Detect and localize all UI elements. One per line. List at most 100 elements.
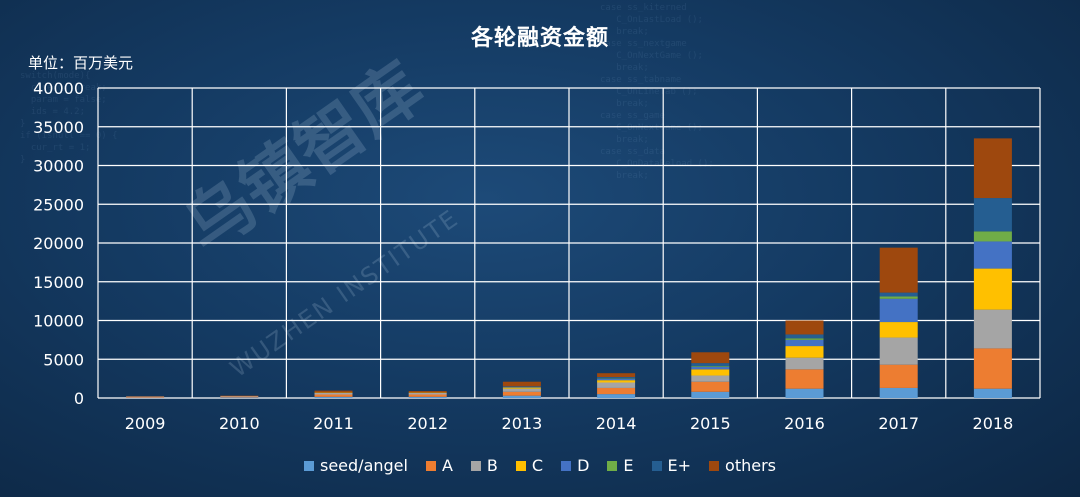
bar-segment [973, 309, 1012, 349]
legend-swatch [561, 460, 572, 471]
legend-swatch [470, 460, 481, 471]
bar-segment [879, 387, 918, 398]
bar-segment [502, 395, 541, 398]
bar-segment [408, 392, 447, 395]
bar-segment [502, 388, 541, 392]
legend: seed/angel A B C D E E+ others [0, 456, 1080, 475]
legend-label: others [725, 456, 776, 475]
legend-item: A [425, 456, 453, 475]
bar-segment [879, 247, 918, 293]
bar-segment [785, 320, 824, 335]
bar-segment [314, 392, 353, 395]
bar-segment [220, 396, 259, 398]
legend-swatch [515, 460, 526, 471]
bar-segment [502, 381, 541, 387]
legend-swatch [607, 460, 618, 471]
legend-swatch [651, 460, 662, 471]
y-tick-label: 30000 [33, 157, 84, 176]
legend-label: E [623, 456, 634, 475]
y-tick-label: 10000 [33, 312, 84, 331]
legend-item: E+ [651, 456, 692, 475]
bar-segment [785, 388, 824, 398]
bar-segment [691, 366, 730, 367]
bar-segment [973, 268, 1012, 310]
y-tick-label: 35000 [33, 118, 84, 137]
legend-label: A [441, 456, 453, 475]
bar-segment [879, 292, 918, 297]
y-tick-label: 40000 [33, 79, 84, 98]
legend-swatch [425, 460, 436, 471]
legend-item: D [561, 456, 589, 475]
x-tick-label: 2017 [878, 414, 919, 433]
chart-title: 各轮融资金额 [470, 26, 609, 51]
bar-segment [314, 394, 353, 397]
bar-segment [126, 396, 165, 398]
bar-segment [408, 396, 447, 398]
bar-segment [691, 391, 730, 398]
bar-segment [973, 348, 1012, 389]
legend-item: B [470, 456, 498, 475]
bar-segment [973, 198, 1012, 232]
bar-segment [973, 231, 1012, 242]
legend-label: C [531, 456, 544, 475]
bar-segment [597, 394, 636, 398]
bar-segment [597, 382, 636, 388]
bar-segment [408, 394, 447, 397]
bar-segment [785, 338, 824, 340]
bar-segment [691, 381, 730, 392]
bar-segment [314, 390, 353, 393]
bar-segment [879, 337, 918, 365]
x-tick-label: 2018 [973, 414, 1014, 433]
bar-segment [220, 397, 259, 398]
bar-segment [408, 391, 447, 393]
bar-segment [785, 339, 824, 347]
bar-segment [785, 346, 824, 358]
y-tick-label: 5000 [43, 350, 84, 369]
bar-segment [597, 379, 636, 381]
bar-segment [597, 387, 636, 395]
bar-segment [597, 373, 636, 378]
bar-segment [502, 386, 541, 388]
x-tick-label: 2010 [219, 414, 260, 433]
bar-segment [691, 352, 730, 364]
x-tick-label: 2014 [596, 414, 637, 433]
bar-segment [785, 369, 824, 389]
background-code-texture: switch(mode){ case 0: break; param = fal… [20, 71, 118, 165]
background-code-texture-right: case ss_kiterned C_OnLastLoad (); break;… [600, 3, 714, 181]
bar-segment [879, 298, 918, 323]
bar-segment [502, 391, 541, 396]
bar-segment [691, 363, 730, 367]
x-tick-label: 2013 [502, 414, 543, 433]
bar-segment [879, 322, 918, 338]
bar-segment [973, 241, 1012, 269]
bar-segment [691, 375, 730, 382]
bar-segment [879, 364, 918, 388]
y-tick-label: 15000 [33, 273, 84, 292]
bar-segment [597, 377, 636, 379]
bar-segment [502, 387, 541, 389]
legend-swatch [709, 460, 720, 471]
x-tick-label: 2011 [313, 414, 354, 433]
bar-segment [691, 369, 730, 376]
x-tick-label: 2015 [690, 414, 731, 433]
x-tick-label: 2016 [784, 414, 825, 433]
legend-item: C [515, 456, 544, 475]
y-axis-unit-label: 单位：百万美元 [28, 54, 134, 72]
bar-segment [314, 396, 353, 398]
legend-label: D [577, 456, 590, 475]
legend-label: seed/angel [320, 456, 408, 475]
bar-segment [597, 380, 636, 383]
y-tick-label: 25000 [33, 195, 84, 214]
bar-segment [691, 367, 730, 370]
bar-segment [973, 138, 1012, 199]
y-tick-label: 0 [74, 389, 84, 408]
bar-segment [785, 357, 824, 370]
bar-segment [879, 296, 918, 299]
x-tick-label: 2009 [125, 414, 166, 433]
legend-item: seed/angel [304, 456, 408, 475]
bar-segment [785, 334, 824, 339]
legend-label: E+ [667, 456, 692, 475]
y-tick-label: 20000 [33, 234, 84, 253]
